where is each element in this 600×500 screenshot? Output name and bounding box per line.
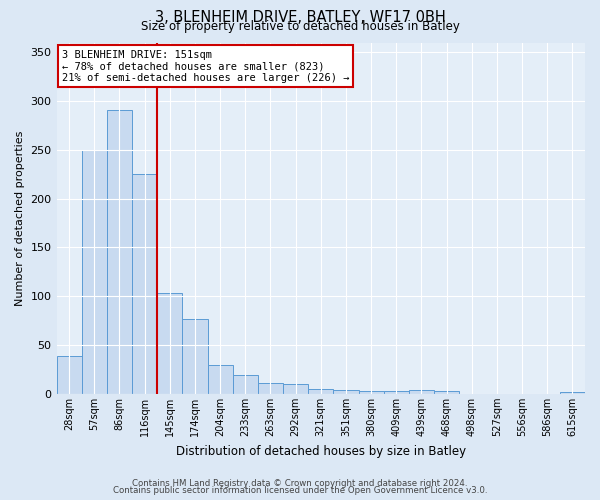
Text: Size of property relative to detached houses in Batley: Size of property relative to detached ho… <box>140 20 460 33</box>
Bar <box>82 150 107 394</box>
Bar <box>233 376 258 394</box>
Bar <box>434 391 459 394</box>
Bar <box>56 356 82 394</box>
Bar <box>383 391 409 394</box>
Bar <box>107 110 132 394</box>
Text: Contains HM Land Registry data © Crown copyright and database right 2024.: Contains HM Land Registry data © Crown c… <box>132 478 468 488</box>
Y-axis label: Number of detached properties: Number of detached properties <box>15 130 25 306</box>
Text: Contains public sector information licensed under the Open Government Licence v3: Contains public sector information licen… <box>113 486 487 495</box>
X-axis label: Distribution of detached houses by size in Batley: Distribution of detached houses by size … <box>176 444 466 458</box>
Bar <box>283 384 308 394</box>
Text: 3, BLENHEIM DRIVE, BATLEY, WF17 0BH: 3, BLENHEIM DRIVE, BATLEY, WF17 0BH <box>155 10 445 25</box>
Bar <box>132 174 157 394</box>
Bar <box>157 294 182 394</box>
Bar <box>560 392 585 394</box>
Bar <box>182 318 208 394</box>
Bar <box>359 391 383 394</box>
Bar <box>308 389 334 394</box>
Bar <box>258 383 283 394</box>
Text: 3 BLENHEIM DRIVE: 151sqm
← 78% of detached houses are smaller (823)
21% of semi-: 3 BLENHEIM DRIVE: 151sqm ← 78% of detach… <box>62 50 349 82</box>
Bar <box>334 390 359 394</box>
Bar <box>409 390 434 394</box>
Bar <box>208 364 233 394</box>
